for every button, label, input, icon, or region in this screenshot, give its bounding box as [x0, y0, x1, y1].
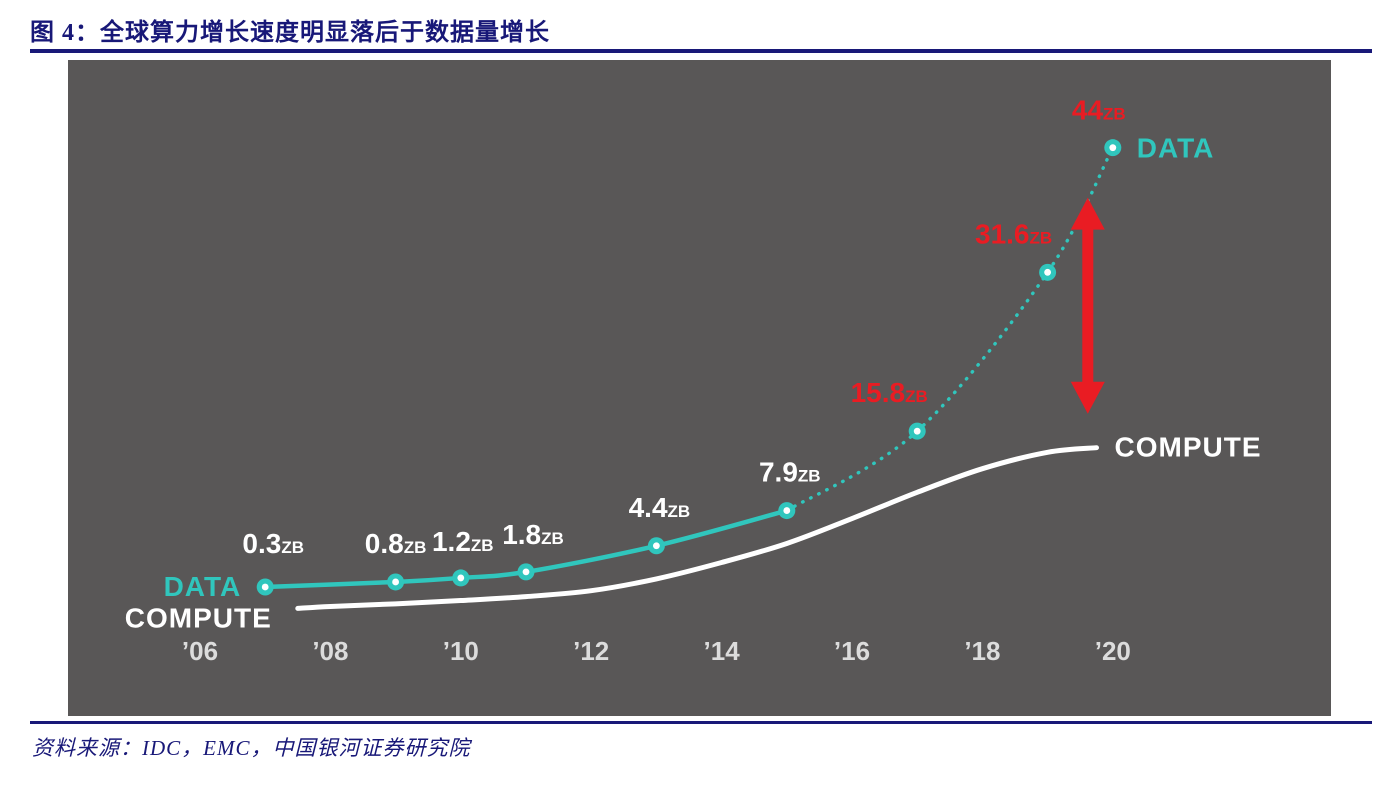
x-tick-label: ’06 — [182, 636, 218, 666]
data-point-value: 44ZB — [1072, 95, 1126, 126]
x-tick-label: ’12 — [573, 636, 609, 666]
data-point-center — [783, 507, 790, 514]
footer-divider — [30, 721, 1372, 724]
data-point-value: 0.8ZB — [365, 528, 427, 559]
report-page: 图 4：全球算力增长速度明显落后于数据量增长 ’06 ’08 ’10 ’12 ’14 ’1… — [0, 0, 1399, 790]
data-series-label-left: DATA — [164, 571, 242, 602]
line-chart: ’06 ’08 ’10 ’12 ’14 ’16 ’18 ’20 0.3ZB 0.8ZB1.2ZB 1… — [68, 60, 1331, 716]
x-tick-label: ’08 — [312, 636, 348, 666]
data-point-center — [392, 579, 399, 586]
x-tick-label: ’14 — [704, 636, 741, 666]
x-tick-label: ’16 — [834, 636, 870, 666]
data-point-center — [523, 569, 530, 576]
data-point-center — [653, 542, 660, 549]
data-point-center — [1044, 269, 1051, 276]
data-point-value: 7.9ZB — [759, 457, 821, 488]
data-point-center — [1109, 144, 1116, 151]
compute-series-label-left: COMPUTE — [125, 602, 272, 633]
data-point-value: 1.2ZB — [432, 526, 494, 557]
data-point-center — [457, 575, 464, 582]
compute-line — [298, 448, 1097, 609]
data-point-value: 31.6ZB — [975, 218, 1052, 249]
data-series-label-right: DATA — [1137, 133, 1215, 164]
data-point-value: 4.4ZB — [629, 492, 691, 523]
x-tick-label: ’20 — [1095, 636, 1131, 666]
gap-arrow — [1071, 198, 1105, 414]
x-tick-label: ’10 — [443, 636, 479, 666]
source-note: 资料来源：IDC，EMC，中国银河证券研究院 — [32, 732, 471, 762]
data-point-value: 1.8ZB — [502, 519, 564, 550]
data-point-value: 0.3ZB — [242, 528, 304, 559]
chart-panel: ’06 ’08 ’10 ’12 ’14 ’16 ’18 ’20 0.3ZB 0.8ZB1.2ZB 1… — [68, 60, 1331, 716]
x-tick-label: ’18 — [964, 636, 1000, 666]
compute-series-label-right: COMPUTE — [1115, 432, 1262, 463]
title-divider — [30, 49, 1372, 53]
data-point-center — [914, 428, 921, 435]
figure-title: 图 4：全球算力增长速度明显落后于数据量增长 — [30, 12, 550, 47]
data-point-center — [262, 584, 269, 591]
data-line-projected — [787, 148, 1113, 511]
data-point-value: 15.8ZB — [851, 377, 928, 408]
